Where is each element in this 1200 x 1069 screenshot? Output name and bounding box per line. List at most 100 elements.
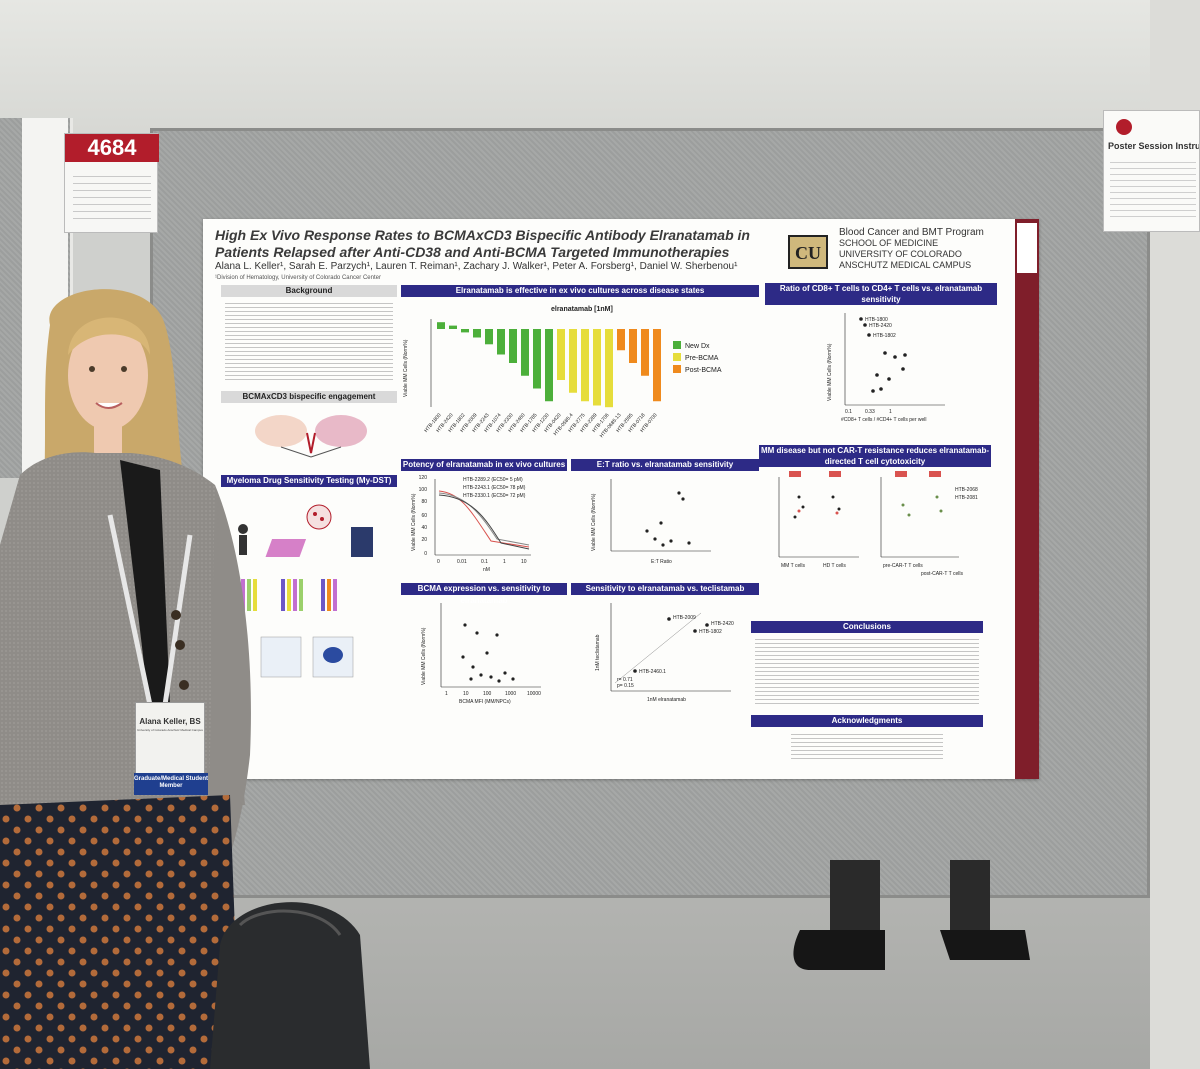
bcma-xtick-100: 100 <box>483 691 492 697</box>
bcma-xtick-10000: 10000 <box>527 691 541 697</box>
cd8-cd4-scatter: HTB-1800 HTB-2420 HTB-1802 0.1 0.33 1 #C… <box>827 313 945 423</box>
bispecific-diagram <box>255 415 367 458</box>
bcma-expression-section: BCMA expression vs. sensitivity to elran… <box>401 583 567 723</box>
bar-HTB-2460 <box>521 329 529 376</box>
teclistamab-scatter: HTB-2009 HTB-2420 HTB-1802 HTB-2460.1 r=… <box>595 603 734 703</box>
bar-HTB-1074 <box>497 329 505 355</box>
mydst-heading: Myeloma Drug Sensitivity Testing (My-DST… <box>221 475 397 487</box>
name-badge: Alana Keller, BS University of Colorado … <box>134 702 208 795</box>
potency-xtick-1: 1 <box>503 559 506 565</box>
instructions-title: Poster Session Instru <box>1108 141 1200 151</box>
bcma-expression-heading: BCMA expression vs. sensitivity to elran… <box>401 583 567 605</box>
potency-xlabel: nM <box>483 567 490 573</box>
bar-HTB-2775 <box>581 329 589 402</box>
cd8-xtick-01: 0.1 <box>845 409 852 415</box>
potency-legend-3: HTB-2330.1 (EC50= 72 pM) <box>463 493 526 499</box>
cd8-xtick-033: 0.33 <box>865 409 875 415</box>
bar-HTB-1706 <box>605 329 613 408</box>
tec-stat-p: p= 0.15 <box>617 683 634 689</box>
visitor-legs <box>793 860 1030 970</box>
legend-label-2: Post-BCMA <box>685 367 722 374</box>
bar-HTB-0585.4 <box>569 329 577 393</box>
bcma-ylabel: Viable MM Cells (Norm%) <box>421 627 427 685</box>
bar-HTB-2243 <box>485 329 493 345</box>
et-ratio-heading: E:T ratio vs. elranatamab sensitivity <box>571 459 759 471</box>
legend-label-1: Pre-BCMA <box>685 355 719 362</box>
potency-xtick-01: 0.1 <box>481 559 488 565</box>
cd8-label-1: HTB-1800 <box>865 317 888 323</box>
car-t-label-pre: pre-CAR-T T cells <box>883 563 923 569</box>
potency-chart: 120 100 80 60 40 20 0 HTB-2289.2 (EC50= … <box>411 475 531 573</box>
mydst-section: Myeloma Drug Sensitivity Testing (My-DST… <box>221 475 397 695</box>
acknowledgments-section: Acknowledgments <box>751 715 983 765</box>
cd8-cd4-heading: Ratio of CD8+ T cells to CD4+ T cells vs… <box>765 283 997 305</box>
conclusions-section: Conclusions <box>751 621 983 711</box>
potency-ylabel: Viable MM Cells (Norm%) <box>411 493 417 551</box>
tec-xlabel: 1nM elranatamab <box>647 697 686 703</box>
hall-ceiling <box>0 0 1200 140</box>
backpack <box>210 902 370 1069</box>
car-t-legend-1: HTB-2068 <box>955 487 978 493</box>
bar-HTB-0420 <box>557 329 565 380</box>
cd8-xlabel: #CD8+ T cells / #CD4+ T cells per well <box>841 417 927 423</box>
potency-ytick-20: 20 <box>421 537 427 543</box>
poster-number-card-text <box>73 170 151 220</box>
ash-side-strip <box>1015 219 1039 779</box>
bar-HTB-0700 <box>653 329 661 402</box>
poster-session-instructions-card: Poster Session Instru <box>1103 110 1200 232</box>
bar-chart: elranatamab [1nM] Viable MM Cells (Norm%… <box>403 306 722 439</box>
cd8-xtick-1: 1 <box>889 409 892 415</box>
legend-swatch-2 <box>673 365 681 373</box>
tec-label-3: HTB-1802 <box>699 629 722 635</box>
mydst-workflow-diagram <box>235 504 373 678</box>
potency-ytick-60: 60 <box>421 513 427 519</box>
bcma-xtick-1: 1 <box>445 691 448 697</box>
car-t-dotplots: MM T cells HD T cells pre-CAR-T T cells … <box>778 471 978 577</box>
potency-ytick-120: 120 <box>419 475 428 481</box>
legend-swatch-0 <box>673 341 681 349</box>
potency-xtick-001: 0.01 <box>457 559 467 565</box>
legend-swatch-1 <box>673 353 681 361</box>
poster-authors: Alana L. Keller¹, Sarah E. Parzych¹, Lau… <box>215 261 738 272</box>
bispecific-section: BCMAxCD3 bispecific engagement <box>221 391 397 469</box>
bar-HTB-1230 <box>545 329 553 402</box>
ash-strip-logo <box>1017 223 1037 273</box>
bar-HTB-2330 <box>509 329 517 363</box>
poster-affiliation: ¹Division of Hematology, University of C… <box>215 275 381 281</box>
bar-HTB-2289 <box>593 329 601 406</box>
bcma-xlabel: BCMA MFI (MM/NPCs) <box>459 699 511 705</box>
badge-ribbon: Graduate/Medical Student Member <box>134 773 208 795</box>
potency-xtick-0: 0 <box>437 559 440 565</box>
cd8-cd4-section: Ratio of CD8+ T cells to CD4+ T cells vs… <box>765 283 997 433</box>
cd8-label-2: HTB-2420 <box>869 323 892 329</box>
bar-HTB-0685.13 <box>617 329 625 351</box>
bispecific-heading: BCMAxCD3 bispecific engagement <box>221 391 397 403</box>
tec-label-4: HTB-2460.1 <box>639 669 666 675</box>
bar-chart-title: elranatamab [1nM] <box>551 306 613 313</box>
et-ratio-section: E:T ratio vs. elranatamab sensitivity E:… <box>571 459 759 577</box>
badge-name: Alana Keller, BS <box>139 717 201 726</box>
et-ylabel: Viable MM Cells (Norm%) <box>591 493 597 551</box>
potency-ytick-100: 100 <box>419 487 428 493</box>
tec-label-1: HTB-2009 <box>673 615 696 621</box>
potency-ytick-40: 40 <box>421 525 427 531</box>
teclistamab-section: Sensitivity to elranatamab vs. teclistam… <box>571 583 759 723</box>
tec-ylabel: 1nM teclistamab <box>595 634 601 671</box>
program-line-4: ANSCHUTZ MEDICAL CAMPUS <box>839 260 972 270</box>
effective-heading: Elranatamab is effective in ex vivo cult… <box>401 285 759 297</box>
car-t-label-mm: MM T cells <box>781 563 805 569</box>
adjacent-poster-board <box>0 118 73 478</box>
bar-chart-ylabel: Viable MM Cells (Norm%) <box>403 339 409 397</box>
car-t-label-hd: HD T cells <box>823 563 846 569</box>
bar-HTB-1785 <box>533 329 541 389</box>
conclusions-text <box>755 636 979 706</box>
svg-text:CU: CU <box>795 243 821 263</box>
program-line-1: Blood Cancer and BMT Program <box>839 227 984 238</box>
cd8-ylabel: Viable MM Cells (Norm%) <box>827 343 833 401</box>
legend-label-0: New Dx <box>685 343 710 350</box>
program-line-2: SCHOOL OF MEDICINE <box>839 238 939 248</box>
instructions-text <box>1110 157 1196 217</box>
cu-logo-icon: CU <box>788 235 828 269</box>
ash-logo-icon <box>1116 119 1132 135</box>
potency-ytick-0: 0 <box>424 551 427 557</box>
